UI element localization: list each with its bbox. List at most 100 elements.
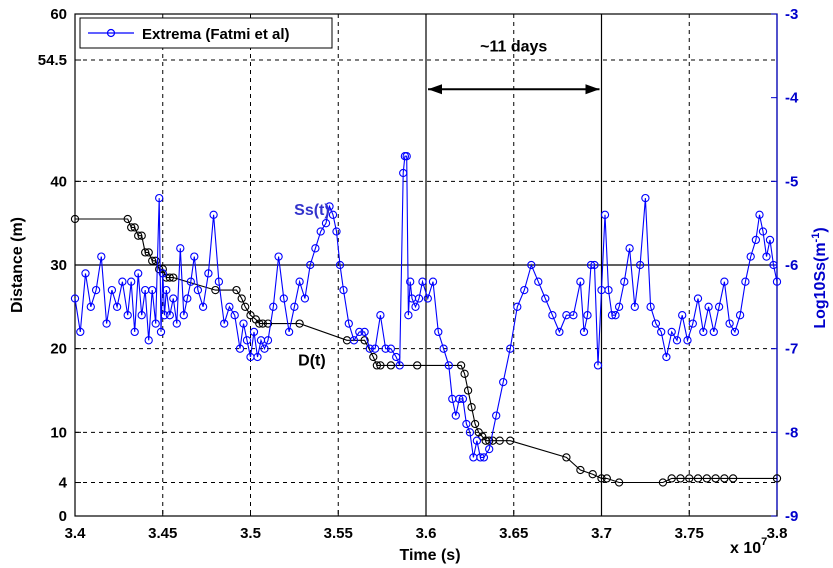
ss-point [76, 327, 85, 337]
x-tick-label: 3.6 [416, 525, 437, 542]
left-axis-ticks: 0 4 10 20 30 40 54.5 60 [38, 6, 81, 525]
ss-point [604, 285, 613, 295]
ss-point [579, 327, 589, 337]
d-point [372, 361, 382, 370]
y2-tick-label: -3 [785, 6, 798, 23]
d-point [702, 474, 711, 483]
right-axis-ticks: -9 -8 -7 -6 -5 -4 -3 [771, 6, 799, 525]
d-point [158, 265, 167, 274]
ss-point [169, 294, 178, 303]
legend-marker [106, 28, 116, 38]
ss-point [590, 260, 599, 270]
d-point [485, 436, 494, 445]
ss-point [230, 311, 239, 320]
d-point [123, 214, 132, 224]
ss-point [183, 294, 192, 303]
d-point [470, 419, 480, 429]
y2-axis-title: Log10Ss(m-1) [810, 227, 829, 328]
ss-point [651, 319, 661, 328]
d-point [376, 361, 385, 370]
d-point [588, 470, 597, 479]
d-point [237, 294, 246, 303]
ss-point [151, 319, 160, 328]
y-tick-label: 60 [50, 6, 67, 23]
ss-point [260, 344, 269, 353]
ss-point [741, 277, 750, 286]
ss-point [279, 294, 288, 303]
y-tick-label: 0 [59, 508, 67, 525]
d-point [693, 474, 703, 483]
d-point [246, 311, 255, 320]
d-point [369, 352, 378, 362]
x-tick-label: 3.75 [675, 525, 704, 542]
ss-point [541, 294, 550, 303]
ss-point [290, 302, 299, 311]
d-point [728, 474, 738, 483]
x-multiplier: x 107 [730, 536, 767, 557]
ss-point [179, 311, 188, 320]
ss-point [349, 336, 359, 345]
ss-point [479, 453, 489, 462]
ss-point [344, 319, 353, 328]
x-axis-ticks: 3.4 3.45 3.5 3.55 3.6 3.65 3.7 3.75 3.8 [65, 510, 787, 542]
ss-point [176, 244, 185, 253]
x-tick-label: 3.4 [65, 525, 87, 542]
d-point [169, 273, 178, 282]
ss-point [214, 277, 224, 286]
ss-point [520, 285, 529, 295]
ss-point [499, 377, 508, 387]
ss-point [411, 302, 420, 311]
ss-point [772, 277, 782, 286]
ss-point [148, 285, 157, 295]
d-point [295, 319, 304, 328]
d-point [70, 214, 80, 224]
ss-point [112, 302, 122, 311]
ss-point [225, 302, 234, 311]
y-tick-label: 54.5 [38, 52, 67, 69]
y2-tick-label: -7 [785, 341, 798, 358]
ss-point [332, 227, 341, 236]
ss-point [662, 352, 671, 362]
ss-point [492, 411, 501, 420]
legend: Extrema (Fatmi et al) [79, 17, 333, 49]
ss-point [720, 277, 729, 286]
ss-point [758, 227, 768, 236]
ss-point [220, 319, 229, 328]
d-point [667, 474, 676, 483]
ss-point [611, 311, 620, 320]
ss-point [506, 344, 515, 353]
ss-point [269, 302, 278, 311]
ss-point [325, 202, 334, 211]
ss-point [263, 336, 273, 345]
d-point [456, 361, 466, 370]
d-point [360, 336, 369, 345]
ss-point [423, 294, 432, 303]
d-point [720, 474, 729, 483]
ss-point [172, 319, 181, 328]
y2-tick-label: -8 [785, 424, 798, 441]
ss-point [751, 235, 761, 245]
ss-polyline [74, 155, 778, 458]
ss-point [635, 260, 645, 270]
d-point [685, 474, 694, 483]
ss-point [91, 285, 101, 295]
ss-point [576, 277, 585, 286]
d-point [602, 474, 611, 483]
ss-point [156, 327, 166, 337]
d-point [413, 361, 422, 370]
d-point [148, 256, 157, 265]
ss-point [600, 210, 610, 219]
ss-point [513, 302, 522, 311]
ss-point [683, 336, 692, 345]
ss-point [406, 277, 415, 286]
d-point [137, 231, 146, 240]
ss-point [311, 244, 320, 253]
ss-point [699, 327, 708, 337]
ss-point [355, 327, 364, 337]
ss-point [155, 193, 164, 203]
ss-point [548, 311, 557, 320]
y2-tick-label: -6 [785, 257, 798, 274]
ss-point [186, 277, 195, 286]
x-tick-label: 3.55 [324, 525, 353, 542]
